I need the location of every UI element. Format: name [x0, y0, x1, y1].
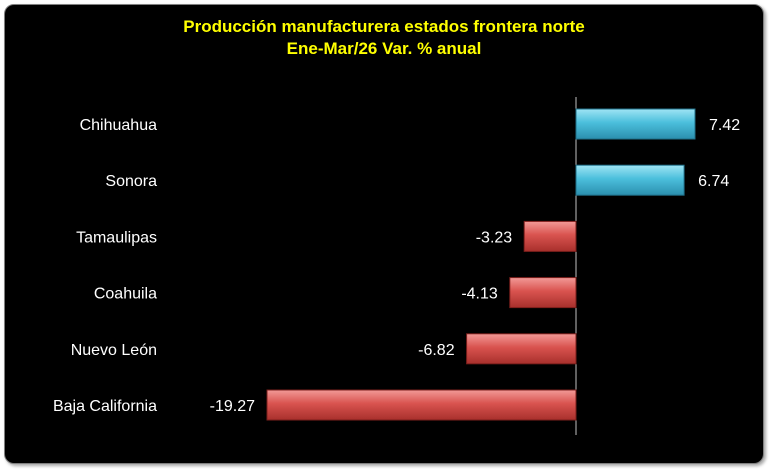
- chart-frame: [4, 4, 764, 464]
- category-label: Sonora: [105, 173, 157, 190]
- data-label: 6.74: [698, 173, 729, 190]
- category-label: Tamaulipas: [76, 229, 157, 246]
- category-label: Baja California: [53, 398, 157, 415]
- chart-title: Producción manufacturera estados fronter…: [183, 17, 585, 36]
- data-label: -6.82: [418, 342, 455, 359]
- bar-sonora: [575, 164, 685, 196]
- category-label: Chihuahua: [80, 117, 158, 134]
- data-label: 7.42: [709, 117, 740, 134]
- category-label: Nuevo León: [71, 342, 157, 359]
- bar-tamaulipas: [523, 220, 577, 252]
- bar-chihuahua: [575, 108, 696, 140]
- data-label: -19.27: [210, 398, 255, 415]
- bar-baja-california: [266, 389, 577, 421]
- bar-nuevo-león: [466, 333, 577, 365]
- data-label: -4.13: [461, 286, 498, 303]
- data-label: -3.23: [476, 229, 513, 246]
- category-label: Coahuila: [94, 286, 157, 303]
- chart-subtitle: Ene-Mar/26 Var. % anual: [286, 39, 482, 58]
- bar-coahuila: [509, 277, 577, 309]
- chart-title-block: Producción manufacturera estados fronter…: [0, 16, 768, 60]
